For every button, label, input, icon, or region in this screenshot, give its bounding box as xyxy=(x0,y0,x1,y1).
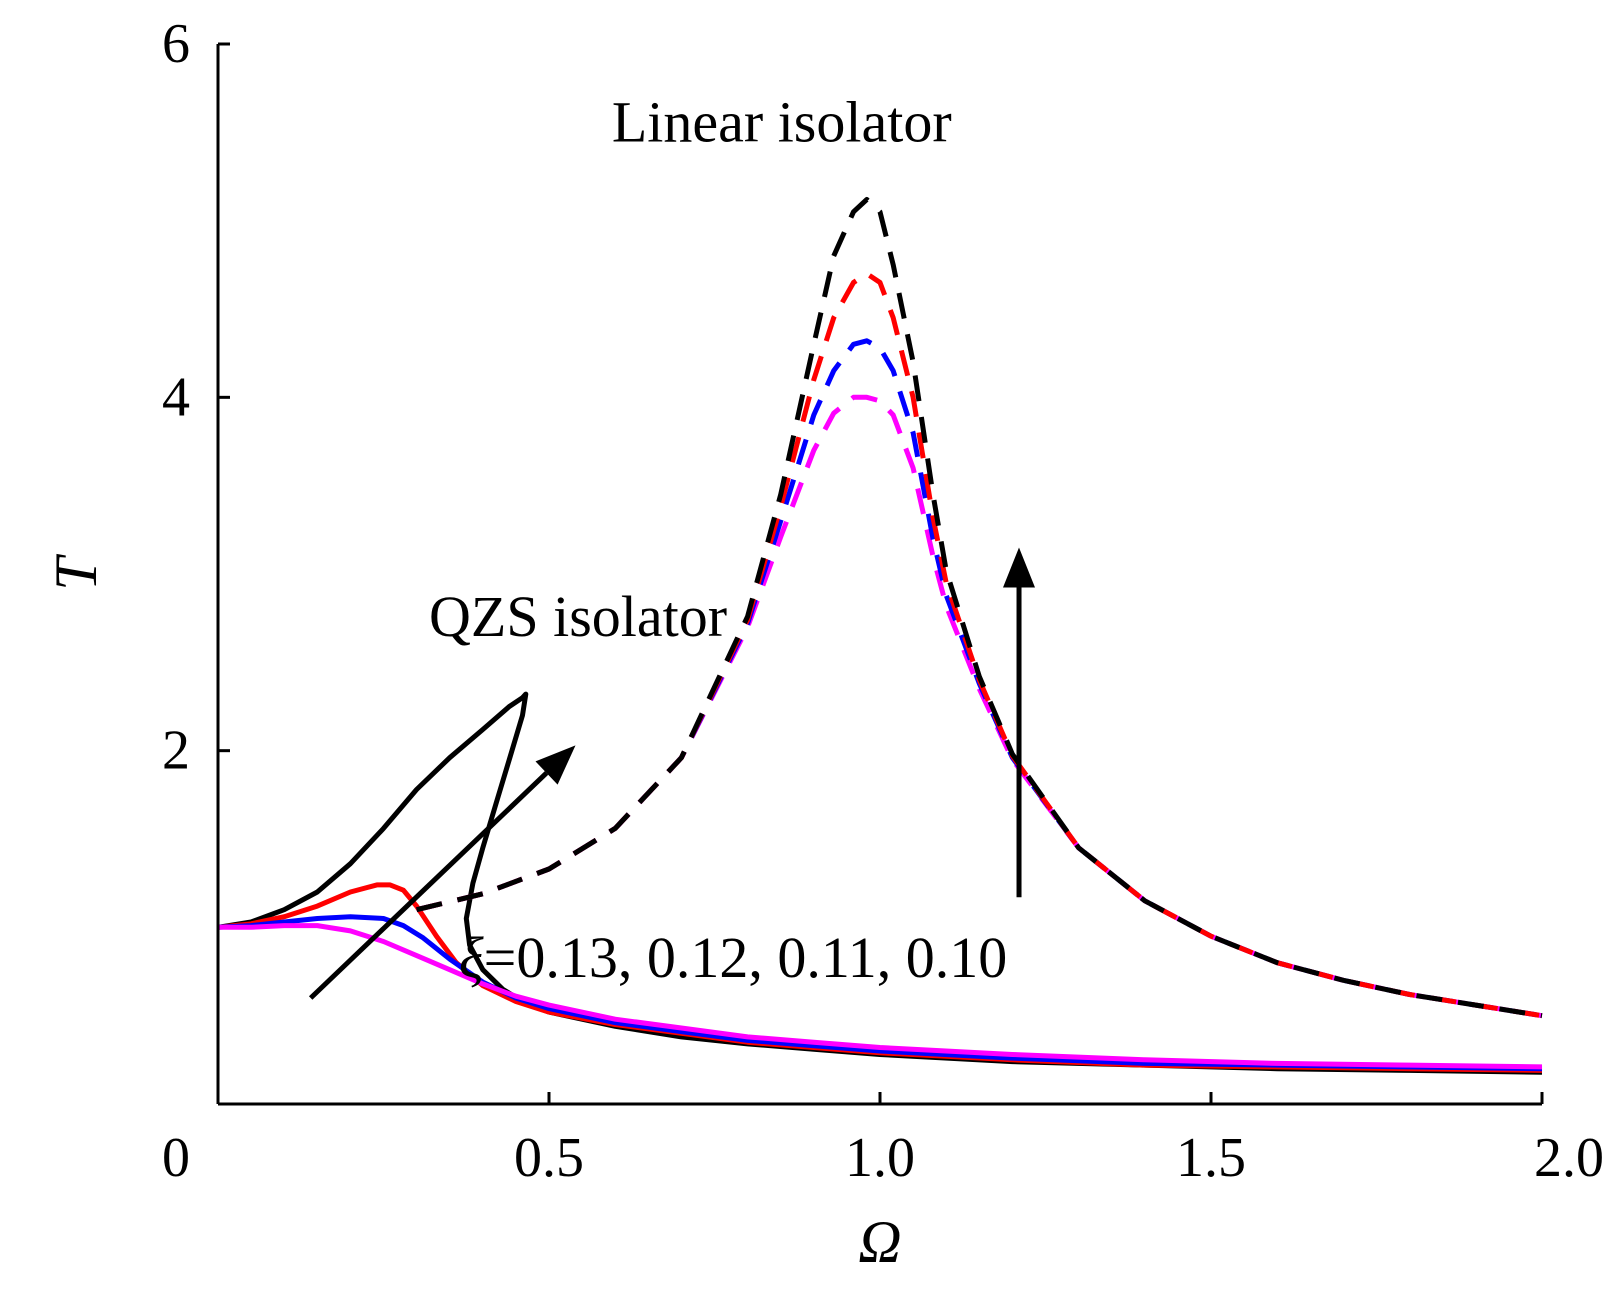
series-layer xyxy=(217,197,1543,1075)
y-tick-label: 4 xyxy=(162,366,190,428)
series-line-linear-7 xyxy=(416,197,1543,1019)
y-tick-label: 6 xyxy=(162,13,190,75)
y-tick-label: 2 xyxy=(162,720,190,782)
qzs-isolator-label: QZS isolator xyxy=(429,584,727,649)
series-line-qzs-2 xyxy=(217,914,1543,1072)
x-tick-label: 1.0 xyxy=(845,1127,915,1189)
series-line-qzs-3 xyxy=(218,923,1543,1070)
series-line-qzs-0 xyxy=(217,691,1543,1075)
x-tick-label: 1.5 xyxy=(1176,1127,1246,1189)
x-tick-label: 0.5 xyxy=(514,1127,584,1189)
series-line-linear-4 xyxy=(416,394,1543,1019)
damping-label: ξ=0.13, 0.12, 0.11, 0.10 xyxy=(459,925,1007,990)
ticks: 0 0.5 1.0 1.5 2.0 2 4 6 xyxy=(162,13,1604,1189)
qzs-trend-arrow-head xyxy=(535,745,576,785)
x-tick-label: 0 xyxy=(162,1127,190,1189)
x-axis-title: Ω xyxy=(858,1209,901,1275)
x-tick-label: 2.0 xyxy=(1534,1127,1604,1189)
arrows xyxy=(308,547,1035,1000)
y-axis-title: T xyxy=(43,554,109,591)
linear-isolator-label: Linear isolator xyxy=(612,90,952,155)
linear-trend-arrow-head xyxy=(1003,547,1035,588)
xi-symbol: ξ xyxy=(459,925,484,990)
annotations: Ω T Linear isolator QZS isolator ξ=0.13, 0.1… xyxy=(43,90,1007,1276)
qzs-trend-arrow-shaft xyxy=(308,771,549,1000)
damping-values: =0.13, 0.12, 0.11, 0.10 xyxy=(484,925,1008,990)
